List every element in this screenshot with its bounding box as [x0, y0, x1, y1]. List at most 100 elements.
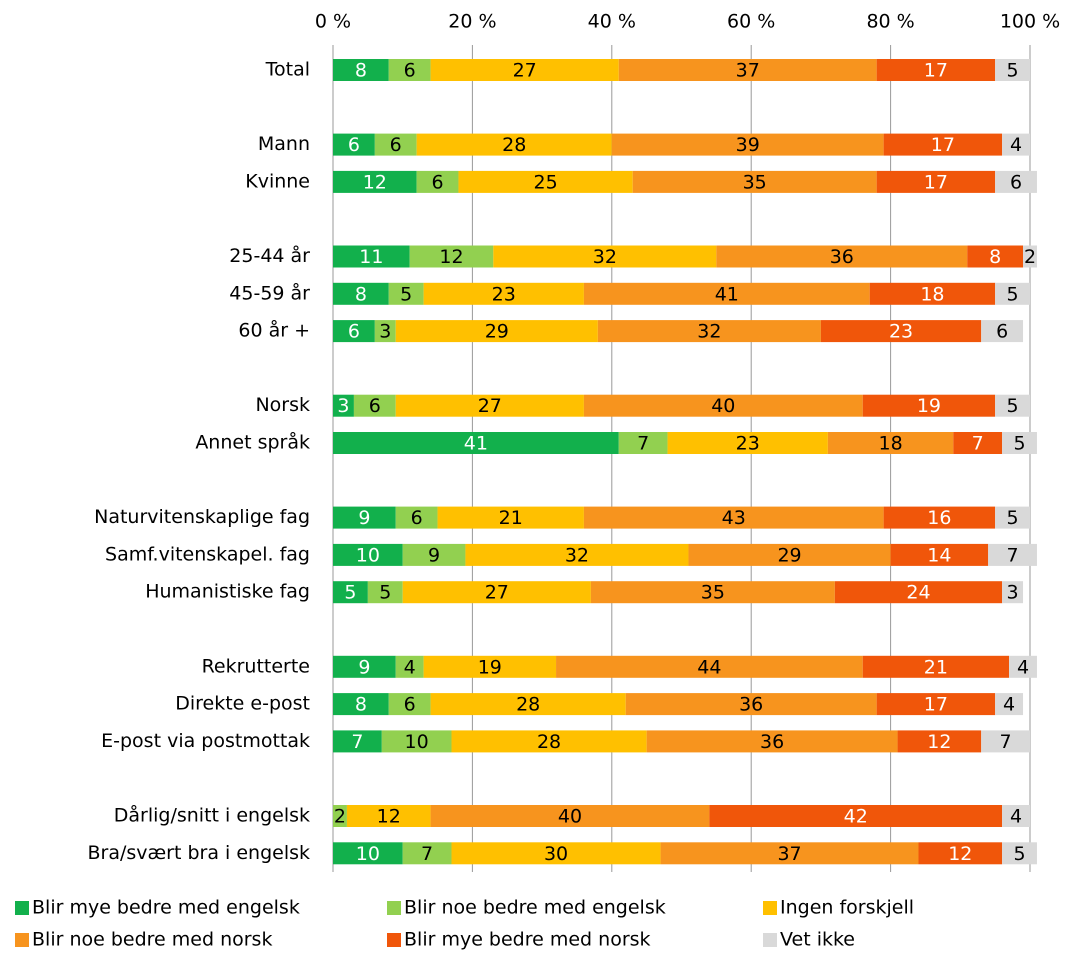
data-label: 18 — [920, 283, 944, 305]
data-label: 5 — [1007, 283, 1019, 305]
data-label: 6 — [348, 321, 360, 343]
bar-segment — [333, 543, 403, 566]
data-label: 41 — [464, 433, 488, 455]
data-label: 10 — [356, 843, 380, 865]
bar-segment — [862, 655, 1010, 678]
bar-segment — [493, 245, 717, 268]
data-label: 40 — [711, 395, 735, 417]
data-label: 23 — [736, 433, 760, 455]
bar-segment — [423, 655, 557, 678]
category-label: Dårlig/snitt i engelsk — [114, 804, 310, 827]
bar-segment — [395, 320, 598, 343]
category-label: Total — [265, 59, 310, 81]
bar-segment — [333, 506, 396, 529]
data-label: 6 — [1010, 171, 1022, 193]
data-label: 5 — [1007, 395, 1019, 417]
data-label: 6 — [390, 134, 402, 156]
bar-segment — [995, 394, 1030, 417]
bar-segment — [333, 133, 375, 156]
data-label: 3 — [379, 321, 391, 343]
data-label: 8 — [355, 60, 367, 82]
bar-segment — [395, 506, 438, 529]
bar-segment — [333, 805, 347, 827]
bar-segment — [388, 693, 431, 716]
data-label: 7 — [1000, 731, 1012, 753]
data-label: 36 — [739, 694, 763, 716]
bar-segment — [333, 581, 368, 604]
data-label: 40 — [558, 806, 582, 828]
data-label: 21 — [924, 656, 948, 678]
bar-segment — [353, 394, 396, 417]
bar-segment — [625, 693, 877, 716]
bar-segment — [333, 245, 410, 268]
category-label: Direkte e-post — [175, 693, 310, 715]
data-label: 2 — [334, 806, 346, 828]
data-label: 12 — [948, 843, 972, 865]
data-label: 5 — [1007, 507, 1019, 529]
bar-segment — [416, 170, 459, 193]
data-label: 5 — [1007, 60, 1019, 82]
bar-segment — [611, 133, 884, 156]
data-label: 43 — [722, 507, 746, 529]
data-label: 6 — [404, 694, 416, 716]
data-label: 17 — [931, 134, 955, 156]
data-label: 28 — [537, 731, 561, 753]
data-label: 6 — [411, 507, 423, 529]
data-label: 37 — [777, 843, 801, 865]
data-label: 4 — [1010, 134, 1022, 156]
data-label: 6 — [404, 60, 416, 82]
bar-segment — [465, 543, 689, 566]
bar-segment — [346, 805, 431, 827]
data-label: 4 — [404, 656, 416, 678]
x-tick-label: 60 % — [727, 11, 775, 33]
data-label: 25 — [533, 171, 557, 193]
bar-segment — [451, 730, 647, 753]
data-label: 42 — [844, 806, 868, 828]
bar-segment — [451, 842, 661, 865]
x-tick-label: 20 % — [448, 11, 496, 33]
bar-segment — [897, 730, 982, 753]
bar-segment — [618, 432, 668, 454]
data-label: 28 — [502, 134, 526, 156]
bar-segment — [395, 394, 584, 417]
bar-segment — [667, 432, 828, 454]
bar-segment — [869, 282, 996, 305]
data-label: 8 — [989, 246, 1001, 268]
bar-segment — [876, 59, 996, 81]
category-label: Humanistiske fag — [145, 581, 310, 603]
data-label: 6 — [369, 395, 381, 417]
data-label: 18 — [879, 433, 903, 455]
bar-segment — [820, 320, 982, 343]
bar-segment — [827, 432, 954, 454]
data-label: 23 — [889, 321, 913, 343]
bar-segment — [1023, 245, 1037, 268]
data-label: 36 — [760, 731, 784, 753]
data-label: 27 — [478, 395, 502, 417]
bar-segment — [1002, 133, 1030, 156]
bar-segment — [402, 543, 466, 566]
data-label: 27 — [485, 582, 509, 604]
bar-segment — [646, 730, 898, 753]
bar-segment — [430, 59, 619, 81]
bar-segment — [430, 693, 626, 716]
data-label: 8 — [355, 694, 367, 716]
legend-swatch — [763, 933, 777, 947]
data-label: 5 — [400, 283, 412, 305]
data-label: 29 — [777, 544, 801, 566]
bar-segment — [374, 320, 396, 343]
data-label: 6 — [996, 321, 1008, 343]
data-label: 19 — [917, 395, 941, 417]
data-label: 29 — [485, 321, 509, 343]
bar-segment — [333, 59, 389, 81]
legend-label: Ingen forskjell — [780, 897, 914, 919]
bar-segment — [1002, 805, 1030, 827]
bar-segment — [333, 655, 396, 678]
data-label: 3 — [1007, 582, 1019, 604]
bar-segment — [953, 432, 1003, 454]
data-label: 4 — [1010, 806, 1022, 828]
data-label: 7 — [1007, 544, 1019, 566]
bar-segment — [583, 506, 884, 529]
data-label: 5 — [1013, 433, 1025, 455]
x-tick-label: 100 % — [1000, 11, 1060, 33]
category-label: Kvinne — [245, 170, 310, 192]
